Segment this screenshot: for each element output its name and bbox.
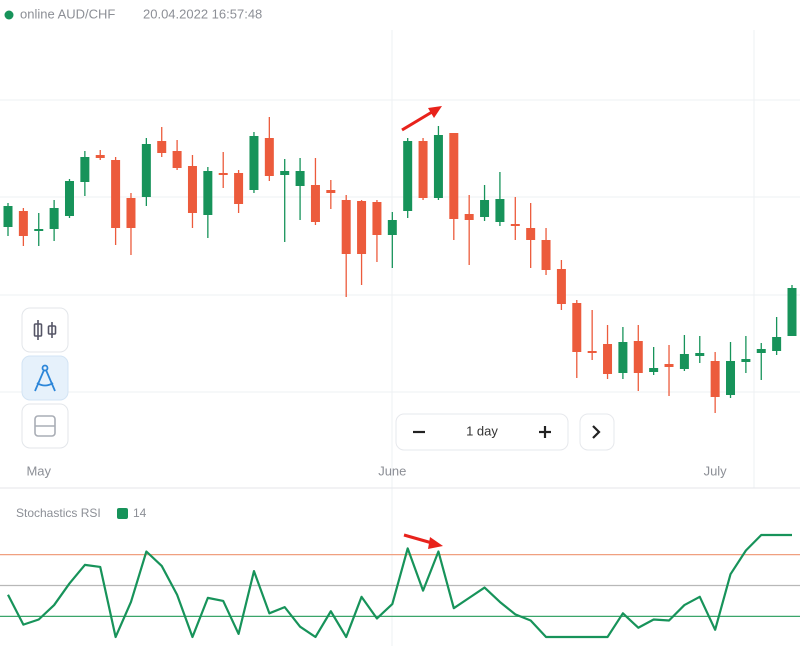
- candle-body: [526, 228, 536, 240]
- candle-body: [603, 344, 613, 374]
- indicator-title: Stochastics RSI: [16, 506, 101, 520]
- legend-label: 14: [133, 506, 147, 520]
- candle-body: [710, 361, 720, 397]
- status-dot: [4, 10, 14, 20]
- candle-body: [695, 353, 705, 356]
- stoch-panel: Stochastics RSI 14: [0, 506, 800, 639]
- candle-body: [341, 200, 351, 254]
- layout-button[interactable]: [21, 403, 69, 449]
- candle-body: [141, 144, 151, 197]
- candle-body: [126, 198, 136, 228]
- status: online AUD/CHF: [20, 6, 115, 21]
- candle-body: [633, 341, 643, 373]
- candle-body: [111, 160, 121, 228]
- next-button[interactable]: [579, 413, 615, 451]
- candle-body: [387, 220, 397, 235]
- annotation-arrow: [401, 106, 442, 132]
- candle-body: [541, 240, 551, 270]
- candle-body: [510, 224, 520, 226]
- candle-body: [172, 151, 182, 168]
- candle-body: [572, 303, 582, 352]
- candle-body: [18, 211, 28, 236]
- legend-swatch: [117, 508, 128, 519]
- candle-body: [618, 342, 628, 373]
- x-tick-label: May: [26, 463, 51, 478]
- candle-body: [95, 155, 105, 158]
- candle-body: [249, 136, 259, 190]
- x-tick-label: July: [704, 463, 728, 478]
- candle-body: [157, 141, 167, 153]
- candle-body: [726, 361, 736, 395]
- candle-body: [372, 202, 382, 235]
- candle-body: [587, 351, 597, 353]
- candle-body: [64, 181, 74, 216]
- candle-body: [280, 171, 290, 175]
- candle-body: [218, 173, 228, 175]
- x-tick-label: June: [378, 463, 406, 478]
- annotation-arrow: [403, 533, 443, 549]
- grid: [0, 30, 800, 646]
- candle-body: [203, 171, 213, 215]
- candle-body: [187, 166, 197, 213]
- zoom-control: 1 day: [395, 413, 615, 451]
- zoom-in-button[interactable]: [539, 426, 551, 438]
- candle-body: [449, 133, 459, 219]
- candles: May June July: [3, 117, 797, 478]
- candle-body: [464, 214, 474, 220]
- candle-body: [772, 337, 782, 351]
- timestamp: 20.04.2022 16:57:48: [143, 6, 262, 21]
- candle-body: [3, 206, 13, 227]
- candle-body: [234, 173, 244, 204]
- candle-body: [664, 364, 674, 367]
- candle-body: [264, 138, 274, 176]
- candle-body: [403, 141, 413, 211]
- candle-body: [787, 288, 797, 336]
- candle-body: [326, 190, 336, 193]
- candle-body: [756, 349, 766, 353]
- candle-body: [649, 368, 659, 372]
- candle-body: [295, 171, 305, 186]
- candle-body: [418, 141, 428, 198]
- candle-body: [34, 229, 44, 231]
- indicator-line: [7, 533, 792, 639]
- candles-button[interactable]: [21, 307, 69, 353]
- candle-body: [741, 359, 751, 362]
- candle-body: [310, 185, 320, 222]
- candle-body: [495, 199, 505, 222]
- candle-body: [480, 200, 490, 217]
- candle-body: [357, 201, 367, 254]
- candle-body: [80, 157, 90, 182]
- candle-body: [556, 269, 566, 304]
- drawing-tools-button[interactable]: [21, 355, 69, 401]
- zoom-label: 1 day: [466, 423, 498, 438]
- candle-body: [49, 208, 59, 229]
- candle-body: [679, 354, 689, 369]
- candle-body: [433, 135, 443, 198]
- toolbar: [21, 307, 69, 449]
